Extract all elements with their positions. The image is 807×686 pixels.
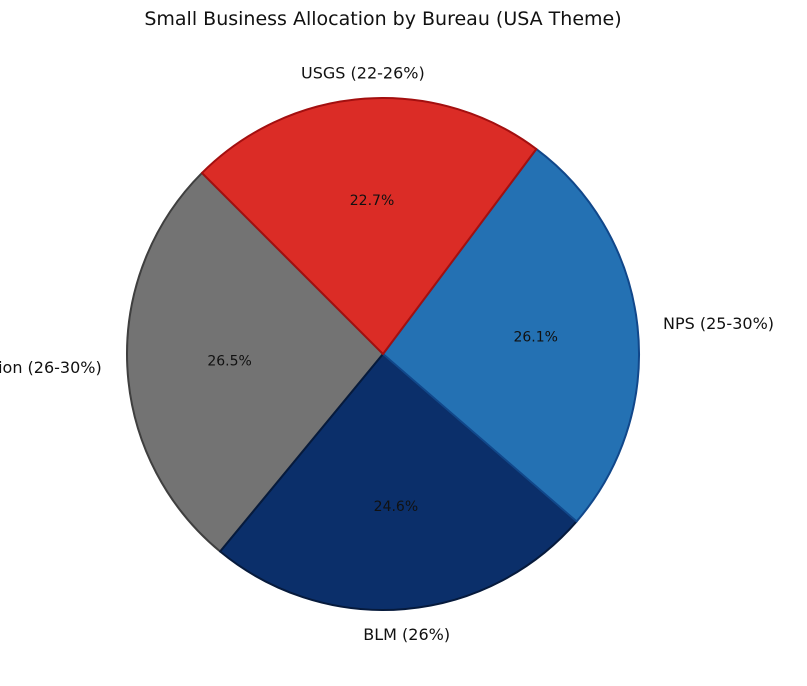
slice-label: Reclamation (26-30%) xyxy=(0,358,102,377)
slice-percent-label: 26.5% xyxy=(207,353,251,369)
pie-slices xyxy=(126,97,640,611)
pie-slice xyxy=(126,171,384,553)
slice-percent-label: 26.1% xyxy=(513,329,557,345)
slice-labels: Reclamation (26-30%) BLM (26%) NPS (25-30%… xyxy=(0,64,774,644)
pie-slice xyxy=(219,353,578,611)
slice-label: USGS (22-26%) xyxy=(301,64,425,83)
chart-title: Small Business Allocation by Bureau (USA… xyxy=(144,8,621,30)
pie-slice xyxy=(200,97,538,355)
pie-slice xyxy=(382,148,640,523)
slice-percent-label: 24.6% xyxy=(374,499,418,515)
slice-label: NPS (25-30%) xyxy=(663,314,774,333)
slice-label: BLM (26%) xyxy=(363,625,450,644)
slice-percent-label: 22.7% xyxy=(350,193,394,209)
percent-labels: 26.5% 24.6% 26.1% 22.7% xyxy=(207,193,558,515)
